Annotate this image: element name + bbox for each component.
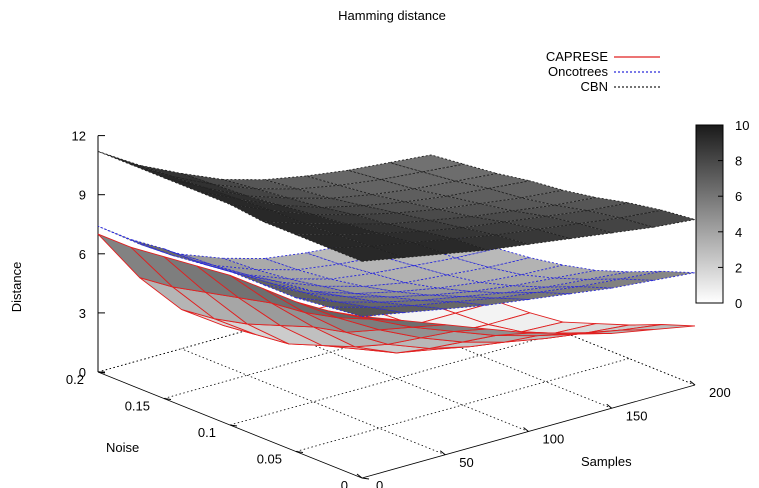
x-tick-label: 0 xyxy=(376,478,383,488)
x-tick-label: 50 xyxy=(459,455,473,470)
x-tick xyxy=(689,380,696,386)
floor-gridline xyxy=(229,331,564,426)
surface-cell-oncotrees xyxy=(229,270,305,294)
y-tick xyxy=(163,398,172,400)
y-tick-label: 0.2 xyxy=(66,372,84,387)
colorbar-tick-label: 8 xyxy=(735,154,742,169)
x-tick xyxy=(523,427,529,432)
chart-title: Hamming distance xyxy=(338,8,446,23)
y-tick-label: 0 xyxy=(341,478,348,488)
y-tick xyxy=(361,477,370,480)
z-tick-label: 3 xyxy=(79,306,86,321)
colorbar-tick-label: 6 xyxy=(735,189,742,204)
surface-cell-oncotrees xyxy=(181,253,257,271)
colorbar-tick-label: 2 xyxy=(735,260,742,275)
surfaces xyxy=(97,150,696,354)
surface-cell-oncotrees xyxy=(328,306,404,317)
y-tick xyxy=(97,371,106,374)
x-tick-label: 100 xyxy=(543,432,565,447)
surface-cell-oncotrees xyxy=(262,284,338,303)
y-axis: 0 0.05 0.1 0.15 0.2 xyxy=(66,371,370,488)
colorbar-tick-label: 4 xyxy=(735,225,742,240)
x-tick xyxy=(356,473,363,479)
colorbar-tick-label: 0 xyxy=(735,296,742,311)
x-axis-label: Samples xyxy=(581,454,632,469)
surface-cell-cbn xyxy=(139,164,215,186)
surface-cell-oncotrees xyxy=(205,264,281,283)
z-tick-label: 12 xyxy=(72,129,86,144)
legend-label: CAPRESE xyxy=(546,49,608,64)
floor-gridline xyxy=(181,348,446,456)
surface-cell-oncotrees xyxy=(429,291,505,298)
x-tick-label: 200 xyxy=(709,385,731,400)
surface-cell-cbn xyxy=(295,234,371,249)
z-tick-label: 6 xyxy=(79,247,86,262)
colorbar: 0 2 4 6 8 10 xyxy=(695,118,749,311)
surface-cell-cbn xyxy=(412,238,488,255)
surface-cell-oncotrees xyxy=(462,291,538,299)
z-tick-label: 9 xyxy=(79,188,86,203)
surface-cell-cbn xyxy=(205,187,281,206)
x-tick xyxy=(439,450,446,456)
legend-label: CBN xyxy=(581,79,608,94)
surface-cell-oncotrees xyxy=(379,299,454,307)
x-axis: 0 50 100 150 200 xyxy=(356,380,731,488)
y-tick-label: 0.15 xyxy=(125,399,150,414)
colorbar-tick-label: 10 xyxy=(735,118,749,133)
surface-cell-oncotrees xyxy=(370,305,446,314)
y-tick xyxy=(295,451,304,453)
y-axis-label: Noise xyxy=(106,440,139,455)
x-tick xyxy=(606,403,613,409)
z-axis-label: Distance xyxy=(9,262,24,313)
colorbar-gradient xyxy=(695,124,724,304)
surface-cell-caprese xyxy=(328,310,404,322)
surface-cell-oncotrees xyxy=(321,285,397,295)
floor-gridline xyxy=(295,358,630,452)
surface-cell-oncotrees xyxy=(387,294,463,301)
legend-label: Oncotrees xyxy=(548,64,608,79)
z-axis: 0 3 6 9 12 xyxy=(72,129,105,380)
y-tick-label: 0.05 xyxy=(257,452,282,467)
surface-cell-oncotrees xyxy=(264,252,340,271)
x-tick-label: 150 xyxy=(626,408,648,423)
surface-cell-cbn xyxy=(97,150,173,178)
z-tick-label: 0 xyxy=(79,365,86,380)
surface-cell-cbn xyxy=(196,190,272,211)
y-tick xyxy=(229,424,238,427)
surface-cell-oncotrees xyxy=(420,296,496,303)
surface-cell-oncotrees xyxy=(295,297,371,308)
surface-cell-cbn xyxy=(328,245,404,262)
surface-cell-oncotrees xyxy=(313,290,388,298)
y-tick-label: 0.1 xyxy=(198,425,216,440)
surface-cell-cbn xyxy=(370,242,446,259)
